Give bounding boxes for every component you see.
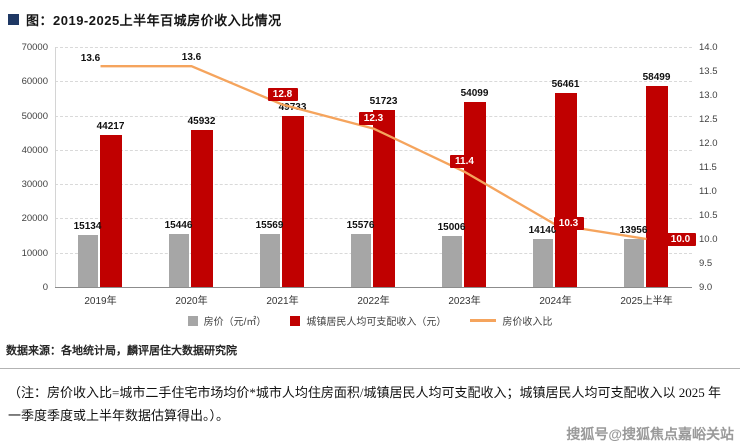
y-axis-left-tick: 10000 (21, 247, 48, 259)
orange-line-swatch-icon (470, 319, 497, 322)
price-income-combo-chart: 0 10000 20000 30000 40000 50000 60000 70000 9.0 9… (0, 35, 740, 307)
y-axis-right-tick: 11.5 (699, 162, 717, 173)
ratio-value: 11.4 (449, 154, 480, 168)
y-axis-right-tick: 9.5 (699, 258, 713, 269)
house-price-value: 15576 (346, 219, 375, 231)
income-bar (645, 86, 668, 287)
x-axis-category: 2020年 (175, 296, 208, 307)
income-bar (190, 129, 213, 287)
house-price-bar (623, 239, 644, 287)
x-axis-category: 2019年 (84, 296, 117, 307)
y-axis-left-tick: 40000 (21, 144, 48, 156)
y-axis-right-tick: 13.5 (699, 66, 718, 77)
legend-label-ratio: 房价收入比 (502, 317, 553, 328)
legend-item-ratio: 房价收入比 (470, 313, 552, 328)
gray-bar-swatch-icon (187, 315, 198, 326)
house-price-bar (168, 234, 189, 287)
x-axis-category: 2023年 (448, 296, 481, 307)
x-axis-category: 2024年 (539, 296, 572, 307)
footnote: （注：房价收入比=城市二手住宅市场均价*城市人均住房面积/城镇居民人均可支配收入… (8, 385, 721, 423)
legend-item-income: 城镇居民人均可支配收入（元） (290, 313, 446, 328)
red-bar-swatch-icon (290, 315, 301, 326)
income-value: 51723 (369, 95, 398, 107)
house-price-bar (441, 235, 462, 287)
gridline (55, 81, 692, 83)
divider-line (0, 368, 740, 369)
y-axis-right-tick: 9.0 (699, 282, 713, 293)
x-axis-category: 2021年 (266, 296, 299, 307)
income-value: 54099 (460, 87, 489, 99)
ratio-value: 13.6 (181, 52, 202, 64)
chart-title: 图：2019-2025上半年百城房价收入比情况 (26, 13, 282, 28)
house-price-bar (532, 238, 553, 287)
legend-label-income: 城镇居民人均可支配收入（元） (306, 317, 447, 328)
y-axis-right-tick: 12.0 (699, 138, 718, 149)
title-bullet-icon (8, 14, 19, 25)
house-price-bar (77, 235, 98, 287)
y-axis-right-tick: 10.5 (699, 210, 718, 221)
income-bar (463, 101, 486, 287)
y-axis-right-tick: 14.0 (699, 42, 718, 53)
chart-header: 图：2019-2025上半年百城房价收入比情况 (0, 0, 740, 29)
y-axis-line (55, 47, 56, 287)
income-value: 56461 (551, 79, 580, 91)
x-axis-category: 2025上半年 (620, 296, 673, 307)
income-bar (99, 135, 122, 287)
y-axis-right-tick: 12.5 (699, 114, 718, 125)
gridline (55, 47, 692, 48)
y-axis-left-tick: 50000 (21, 110, 48, 122)
ratio-value: 13.6 (80, 53, 101, 65)
y-axis-left-tick: 60000 (21, 76, 48, 88)
ratio-value: 12.3 (358, 111, 389, 125)
x-axis-line (55, 287, 692, 288)
income-bar (372, 109, 395, 287)
legend-label-house-price: 房价（元/㎡） (203, 317, 267, 328)
income-value: 45932 (187, 115, 216, 127)
y-axis-left-tick: 0 (42, 282, 48, 293)
house-price-value: 15446 (164, 220, 193, 232)
house-price-value: 15569 (255, 219, 284, 231)
y-axis-right-tick: 13.0 (699, 90, 718, 101)
house-price-bar (259, 233, 280, 287)
house-price-value: 13956 (619, 225, 648, 237)
ratio-line-path (100, 65, 647, 241)
chart-legend: 房价（元/㎡） 城镇居民人均可支配收入（元） 房价收入比 (0, 313, 740, 328)
house-price-value: 15134 (73, 221, 102, 233)
ratio-line (100, 65, 647, 241)
y-axis-left-tick: 30000 (21, 179, 48, 191)
legend-item-house-price: 房价（元/㎡） (187, 313, 267, 328)
y-axis-right-tick: 10.0 (699, 234, 718, 245)
y-axis-right-tick: 11.0 (699, 186, 717, 197)
income-value: 44217 (96, 121, 125, 133)
x-axis-category: 2022年 (357, 296, 390, 307)
data-source: 数据来源：各地统计局，麟评居住大数据研究院 (6, 345, 237, 357)
ratio-value: 10.0 (665, 233, 696, 246)
income-value: 58499 (642, 72, 671, 84)
ratio-value: 10.3 (553, 216, 584, 230)
house-price-value: 15006 (437, 221, 466, 233)
ratio-value: 12.8 (267, 87, 298, 101)
house-price-bar (350, 233, 371, 287)
income-bar (281, 116, 304, 287)
house-price-value: 14140 (528, 224, 557, 236)
watermark: 搜狐号@搜狐焦点嘉峪关站 (566, 426, 734, 442)
income-bar (554, 93, 577, 287)
y-axis-left-tick: 20000 (21, 213, 48, 225)
y-axis-left-tick: 70000 (21, 42, 48, 53)
